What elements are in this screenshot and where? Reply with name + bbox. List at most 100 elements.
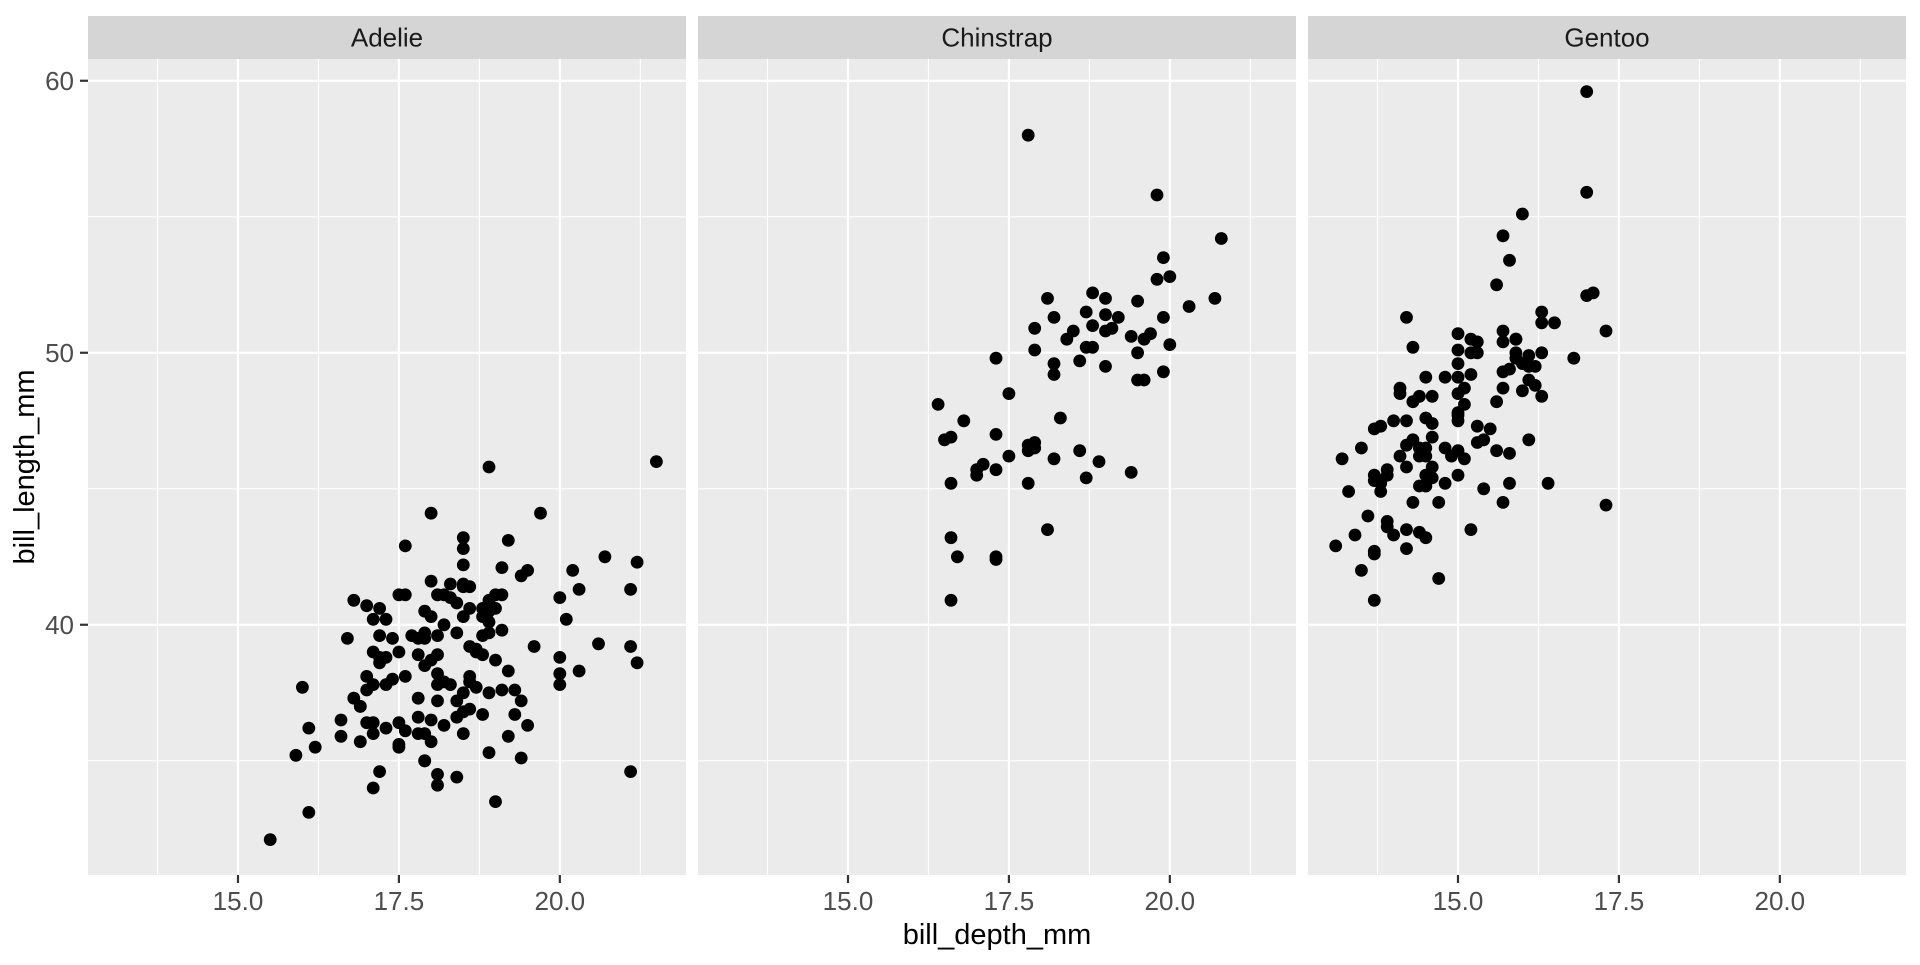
data-point <box>1400 523 1413 536</box>
data-point <box>431 588 444 602</box>
data-point <box>379 651 393 664</box>
data-point <box>411 691 425 705</box>
data-point <box>1047 368 1061 381</box>
data-point <box>1516 207 1529 221</box>
data-point <box>1567 351 1581 365</box>
data-point <box>334 729 348 743</box>
data-point <box>450 626 464 640</box>
data-point <box>1406 433 1420 447</box>
data-point <box>1496 229 1510 243</box>
facet-strip-label-adelie: Adelie <box>351 23 423 53</box>
data-point <box>1047 311 1061 324</box>
data-point <box>1073 444 1087 458</box>
data-point <box>1387 528 1400 542</box>
data-point <box>1393 449 1407 463</box>
data-point <box>1387 414 1400 428</box>
data-point <box>630 555 644 569</box>
data-point <box>1047 357 1061 370</box>
data-point <box>1438 370 1452 384</box>
data-point <box>944 531 958 545</box>
data-point <box>373 602 386 615</box>
data-point <box>1041 523 1054 536</box>
data-point <box>553 678 567 691</box>
data-point <box>1419 370 1433 384</box>
data-point <box>1464 368 1478 381</box>
data-point <box>1451 414 1465 428</box>
data-point <box>1214 232 1228 245</box>
data-point <box>366 645 380 659</box>
data-point <box>437 719 451 732</box>
data-point <box>379 721 393 735</box>
data-point <box>302 806 316 819</box>
x-tick-label: 17.5 <box>984 886 1035 916</box>
data-point <box>1086 286 1099 300</box>
data-point <box>1496 381 1510 395</box>
data-point <box>1137 373 1151 387</box>
panel-background-gentoo <box>1308 59 1906 875</box>
data-point <box>1516 384 1529 398</box>
data-point <box>418 754 432 768</box>
facet-strip-chinstrap <box>698 16 1296 59</box>
data-point <box>1509 351 1523 365</box>
panel-background-adelie <box>88 59 686 875</box>
data-point <box>1451 468 1465 482</box>
data-point <box>1580 185 1594 199</box>
data-point <box>341 632 354 645</box>
data-point <box>347 691 361 705</box>
data-point <box>508 708 522 721</box>
data-point <box>1496 335 1510 349</box>
data-point <box>398 724 412 738</box>
data-point <box>1367 544 1381 558</box>
data-point <box>1458 398 1471 411</box>
data-point <box>1580 85 1594 98</box>
data-point <box>1150 188 1164 202</box>
data-point <box>1413 389 1426 403</box>
data-point <box>1144 327 1157 341</box>
data-point <box>437 618 451 632</box>
data-point <box>437 675 451 689</box>
data-point <box>1079 305 1093 319</box>
data-point <box>1021 444 1035 458</box>
data-point <box>559 612 573 626</box>
data-point <box>1092 455 1106 468</box>
data-point <box>1079 471 1093 485</box>
data-point <box>1599 324 1613 338</box>
data-point <box>970 463 984 477</box>
data-point <box>1535 346 1549 360</box>
data-point <box>1099 324 1112 338</box>
data-point <box>1054 411 1067 425</box>
data-point <box>489 653 502 667</box>
data-point <box>1374 485 1388 498</box>
data-point <box>296 680 309 694</box>
x-tick-label: 15.0 <box>823 886 874 916</box>
x-tick-label: 15.0 <box>1433 886 1484 916</box>
data-point <box>379 612 393 626</box>
data-point <box>1099 360 1112 373</box>
data-point <box>592 637 605 651</box>
data-point <box>373 629 386 642</box>
data-point <box>624 765 637 778</box>
x-tick-label: 17.5 <box>374 886 425 916</box>
data-point <box>456 531 470 545</box>
facet-strip-gentoo <box>1308 16 1906 59</box>
data-point <box>1131 346 1144 360</box>
x-tick-label: 20.0 <box>1145 886 1196 916</box>
data-point <box>463 675 477 689</box>
data-point <box>482 460 496 474</box>
data-point <box>1150 272 1164 286</box>
data-point <box>1496 324 1510 338</box>
data-point <box>386 672 399 686</box>
data-point <box>1413 525 1426 539</box>
data-point <box>360 599 374 613</box>
data-point <box>1419 468 1433 482</box>
data-point <box>1380 515 1394 528</box>
data-point <box>1470 346 1484 360</box>
data-point <box>1079 340 1093 354</box>
data-point <box>495 623 509 637</box>
data-point <box>1041 292 1054 305</box>
data-point <box>463 640 477 653</box>
data-point <box>398 539 412 553</box>
data-point <box>1535 316 1549 330</box>
data-point <box>938 433 951 447</box>
